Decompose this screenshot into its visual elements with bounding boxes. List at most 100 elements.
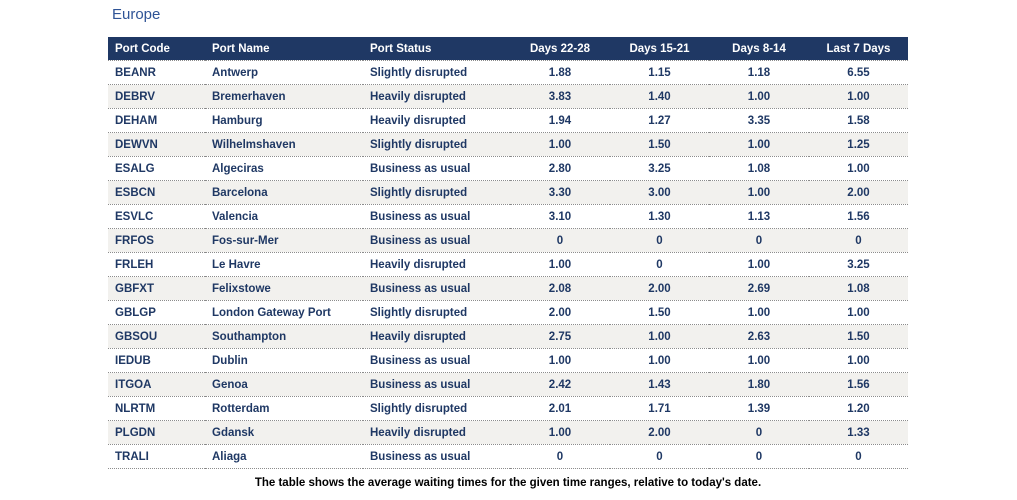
cell-days_8_14: 1.00 bbox=[709, 348, 809, 373]
cell-last_7_days: 1.20 bbox=[809, 396, 908, 421]
cell-port_code: ITGOA bbox=[108, 372, 205, 397]
column-header-port_name: Port Name bbox=[205, 37, 363, 61]
cell-port_status: Heavily disrupted bbox=[363, 108, 510, 133]
cell-port_name: Gdansk bbox=[205, 420, 363, 445]
cell-last_7_days: 0 bbox=[809, 228, 908, 253]
cell-days_22_28: 1.94 bbox=[510, 108, 610, 133]
cell-last_7_days: 1.00 bbox=[809, 348, 908, 373]
cell-days_8_14: 1.00 bbox=[709, 180, 809, 205]
cell-days_15_21: 1.71 bbox=[610, 396, 709, 421]
cell-port_status: Business as usual bbox=[363, 348, 510, 373]
cell-port_name: Fos-sur-Mer bbox=[205, 228, 363, 253]
cell-last_7_days: 1.25 bbox=[809, 132, 908, 157]
cell-port_name: Valencia bbox=[205, 204, 363, 229]
column-header-port_status: Port Status bbox=[363, 37, 510, 61]
cell-port_name: Wilhelmshaven bbox=[205, 132, 363, 157]
cell-last_7_days: 1.33 bbox=[809, 420, 908, 445]
cell-last_7_days: 1.00 bbox=[809, 300, 908, 325]
column-header-days_8_14: Days 8-14 bbox=[709, 37, 809, 61]
cell-port_name: Southampton bbox=[205, 324, 363, 349]
cell-port_status: Heavily disrupted bbox=[363, 84, 510, 109]
table-row: FRLEH Le Havre Heavily disrupted 1.00 0 1.00 3… bbox=[108, 252, 908, 277]
cell-port_status: Slightly disrupted bbox=[363, 60, 510, 85]
cell-port_status: Business as usual bbox=[363, 228, 510, 253]
cell-days_8_14: 0 bbox=[709, 444, 809, 469]
cell-port_code: ESALG bbox=[108, 156, 205, 181]
cell-last_7_days: 1.00 bbox=[809, 84, 908, 109]
cell-port_name: Aliaga bbox=[205, 444, 363, 469]
cell-days_22_28: 1.00 bbox=[510, 348, 610, 373]
cell-port_name: Hamburg bbox=[205, 108, 363, 133]
page-title: Europe bbox=[112, 6, 161, 23]
cell-port_status: Heavily disrupted bbox=[363, 252, 510, 277]
cell-days_22_28: 3.10 bbox=[510, 204, 610, 229]
table-row: ESALG Algeciras Business as usual 2.80 3.25 1… bbox=[108, 156, 908, 181]
cell-port_code: DEBRV bbox=[108, 84, 205, 109]
cell-port_code: IEDUB bbox=[108, 348, 205, 373]
table-row: GBSOU Southampton Heavily disrupted 2.75 1.0… bbox=[108, 324, 908, 349]
cell-port_status: Slightly disrupted bbox=[363, 396, 510, 421]
cell-days_15_21: 1.15 bbox=[610, 60, 709, 85]
cell-days_8_14: 0 bbox=[709, 228, 809, 253]
cell-port_name: Antwerp bbox=[205, 60, 363, 85]
table-header-row: Port Code Port Name Port Status Days 22-28 D… bbox=[108, 37, 908, 61]
cell-days_22_28: 2.08 bbox=[510, 276, 610, 301]
cell-port_name: London Gateway Port bbox=[205, 300, 363, 325]
cell-port_code: ESVLC bbox=[108, 204, 205, 229]
cell-port_code: FRLEH bbox=[108, 252, 205, 277]
column-header-days_22_28: Days 22-28 bbox=[510, 37, 610, 61]
cell-days_15_21: 3.00 bbox=[610, 180, 709, 205]
cell-days_22_28: 1.00 bbox=[510, 420, 610, 445]
cell-days_8_14: 1.00 bbox=[709, 252, 809, 277]
cell-last_7_days: 1.56 bbox=[809, 372, 908, 397]
cell-days_8_14: 1.08 bbox=[709, 156, 809, 181]
column-header-last_7_days: Last 7 Days bbox=[809, 37, 908, 61]
cell-days_22_28: 1.00 bbox=[510, 132, 610, 157]
cell-port_status: Heavily disrupted bbox=[363, 420, 510, 445]
cell-days_22_28: 2.01 bbox=[510, 396, 610, 421]
cell-days_8_14: 1.00 bbox=[709, 132, 809, 157]
cell-last_7_days: 0 bbox=[809, 444, 908, 469]
cell-port_code: DEHAM bbox=[108, 108, 205, 133]
cell-days_22_28: 3.83 bbox=[510, 84, 610, 109]
cell-last_7_days: 1.56 bbox=[809, 204, 908, 229]
table-caption: The table shows the average waiting time… bbox=[254, 477, 762, 489]
cell-days_15_21: 2.00 bbox=[610, 420, 709, 445]
cell-port_code: TRALI bbox=[108, 444, 205, 469]
cell-port_status: Slightly disrupted bbox=[363, 300, 510, 325]
ports-table: Port Code Port Name Port Status Days 22-28 D… bbox=[108, 37, 908, 469]
cell-days_15_21: 1.50 bbox=[610, 132, 709, 157]
table-row: ESBCN Barcelona Slightly disrupted 3.30 3.00… bbox=[108, 180, 908, 205]
table-body: BEANR Antwerp Slightly disrupted 1.88 1.15 1.… bbox=[108, 60, 908, 469]
table-row: PLGDN Gdansk Heavily disrupted 1.00 2.00 0 1.3… bbox=[108, 420, 908, 445]
cell-port_status: Business as usual bbox=[363, 156, 510, 181]
table-row: DEHAM Hamburg Heavily disrupted 1.94 1.27 3.3… bbox=[108, 108, 908, 133]
cell-port_code: BEANR bbox=[108, 60, 205, 85]
cell-days_22_28: 1.00 bbox=[510, 252, 610, 277]
cell-port_name: Barcelona bbox=[205, 180, 363, 205]
cell-days_8_14: 1.39 bbox=[709, 396, 809, 421]
table-row: DEWVN Wilhelmshaven Slightly disrupted 1.00… bbox=[108, 132, 908, 157]
cell-days_15_21: 3.25 bbox=[610, 156, 709, 181]
cell-port_name: Dublin bbox=[205, 348, 363, 373]
table-row: GBLGP London Gateway Port Slightly disrupt… bbox=[108, 300, 908, 325]
column-header-days_15_21: Days 15-21 bbox=[610, 37, 709, 61]
cell-days_15_21: 1.50 bbox=[610, 300, 709, 325]
cell-days_15_21: 1.00 bbox=[610, 348, 709, 373]
table-row: DEBRV Bremerhaven Heavily disrupted 3.83 1.4… bbox=[108, 84, 908, 109]
cell-port_status: Business as usual bbox=[363, 276, 510, 301]
cell-days_8_14: 0 bbox=[709, 420, 809, 445]
cell-port_status: Slightly disrupted bbox=[363, 180, 510, 205]
table-row: ESVLC Valencia Business as usual 3.10 1.30 1.… bbox=[108, 204, 908, 229]
cell-port_code: GBLGP bbox=[108, 300, 205, 325]
cell-last_7_days: 1.00 bbox=[809, 156, 908, 181]
cell-port_name: Le Havre bbox=[205, 252, 363, 277]
cell-days_22_28: 2.42 bbox=[510, 372, 610, 397]
cell-days_15_21: 1.30 bbox=[610, 204, 709, 229]
table-row: TRALI Aliaga Business as usual 0 0 0 0 bbox=[108, 444, 908, 469]
cell-last_7_days: 1.50 bbox=[809, 324, 908, 349]
cell-days_8_14: 2.63 bbox=[709, 324, 809, 349]
cell-days_15_21: 0 bbox=[610, 228, 709, 253]
cell-days_22_28: 2.00 bbox=[510, 300, 610, 325]
cell-days_22_28: 0 bbox=[510, 444, 610, 469]
